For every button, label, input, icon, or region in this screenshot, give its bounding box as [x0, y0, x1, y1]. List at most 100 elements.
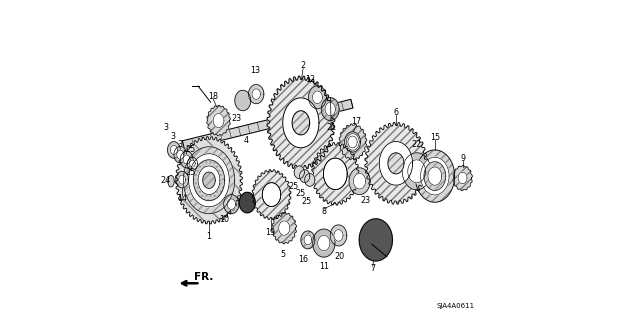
Polygon shape	[349, 168, 370, 195]
Polygon shape	[262, 183, 281, 206]
Polygon shape	[248, 85, 264, 104]
Text: 25: 25	[289, 182, 299, 191]
Polygon shape	[252, 170, 291, 219]
Polygon shape	[170, 145, 177, 154]
Polygon shape	[339, 124, 367, 160]
Polygon shape	[227, 199, 236, 209]
Polygon shape	[415, 150, 454, 202]
Polygon shape	[183, 147, 235, 214]
Polygon shape	[408, 160, 426, 183]
Polygon shape	[428, 167, 442, 185]
Polygon shape	[179, 175, 186, 184]
Polygon shape	[453, 165, 472, 191]
Polygon shape	[168, 142, 180, 158]
Polygon shape	[294, 166, 305, 179]
Polygon shape	[420, 157, 449, 195]
Polygon shape	[301, 231, 315, 249]
Text: 10: 10	[220, 215, 229, 224]
Text: FR.: FR.	[194, 272, 213, 282]
Polygon shape	[300, 170, 310, 182]
Polygon shape	[267, 76, 335, 169]
Text: 5: 5	[281, 250, 286, 259]
Text: 6: 6	[394, 108, 399, 117]
Polygon shape	[321, 98, 339, 121]
Polygon shape	[323, 158, 348, 189]
Polygon shape	[235, 90, 251, 111]
Polygon shape	[198, 166, 220, 195]
Text: 7: 7	[370, 264, 375, 273]
Polygon shape	[177, 150, 184, 159]
Polygon shape	[317, 235, 330, 251]
Polygon shape	[283, 98, 319, 148]
Polygon shape	[305, 174, 315, 186]
Text: 23: 23	[360, 196, 371, 205]
Polygon shape	[272, 212, 296, 244]
Polygon shape	[180, 151, 193, 168]
Polygon shape	[359, 219, 392, 261]
Polygon shape	[365, 122, 427, 204]
Text: SJA4A0611: SJA4A0611	[436, 303, 475, 309]
Text: 3: 3	[177, 140, 182, 149]
Text: 11: 11	[319, 262, 329, 271]
Polygon shape	[189, 154, 229, 207]
Polygon shape	[313, 229, 335, 257]
Polygon shape	[458, 172, 467, 184]
Polygon shape	[380, 142, 413, 185]
Text: 25: 25	[295, 189, 305, 198]
Text: 1: 1	[207, 232, 211, 241]
Polygon shape	[176, 171, 189, 188]
Polygon shape	[213, 114, 224, 128]
Text: 25: 25	[301, 197, 312, 206]
Polygon shape	[304, 235, 312, 245]
Polygon shape	[252, 89, 260, 99]
Text: 25: 25	[186, 145, 196, 154]
Text: 16: 16	[298, 256, 308, 264]
Text: 4: 4	[243, 137, 248, 145]
Polygon shape	[344, 132, 360, 152]
Text: 3: 3	[171, 132, 176, 141]
Polygon shape	[168, 175, 174, 187]
Polygon shape	[323, 158, 348, 189]
Text: 12: 12	[305, 75, 315, 84]
Polygon shape	[278, 221, 290, 235]
Polygon shape	[403, 153, 431, 190]
Polygon shape	[193, 160, 225, 201]
Polygon shape	[334, 230, 343, 241]
Polygon shape	[188, 157, 198, 170]
Polygon shape	[424, 162, 445, 190]
Text: 15: 15	[431, 133, 440, 142]
Text: 23: 23	[231, 114, 241, 123]
Text: 3: 3	[164, 123, 169, 132]
Text: 24: 24	[160, 176, 170, 185]
Text: 13: 13	[251, 66, 260, 75]
Text: 20: 20	[335, 252, 345, 261]
Polygon shape	[207, 105, 230, 136]
Polygon shape	[292, 111, 310, 135]
Text: 18: 18	[208, 92, 218, 101]
Text: 19: 19	[266, 228, 276, 237]
Polygon shape	[189, 160, 195, 167]
Text: 2: 2	[301, 61, 306, 70]
Text: 25: 25	[186, 168, 196, 177]
Polygon shape	[262, 183, 281, 206]
Polygon shape	[312, 91, 323, 104]
Text: 14: 14	[177, 194, 187, 203]
Polygon shape	[346, 134, 359, 150]
Polygon shape	[348, 136, 357, 148]
Polygon shape	[330, 225, 347, 246]
Polygon shape	[388, 153, 404, 174]
Text: 9: 9	[460, 154, 465, 163]
Polygon shape	[239, 192, 255, 213]
Text: 21: 21	[326, 123, 336, 132]
Polygon shape	[183, 155, 190, 164]
Text: 8: 8	[321, 207, 326, 216]
Polygon shape	[174, 146, 187, 163]
Text: 17: 17	[351, 117, 362, 126]
Text: 22: 22	[412, 140, 422, 149]
Polygon shape	[175, 137, 243, 224]
Polygon shape	[182, 99, 353, 150]
Polygon shape	[308, 86, 326, 109]
Polygon shape	[325, 102, 335, 116]
Polygon shape	[203, 172, 215, 189]
Polygon shape	[223, 195, 239, 214]
